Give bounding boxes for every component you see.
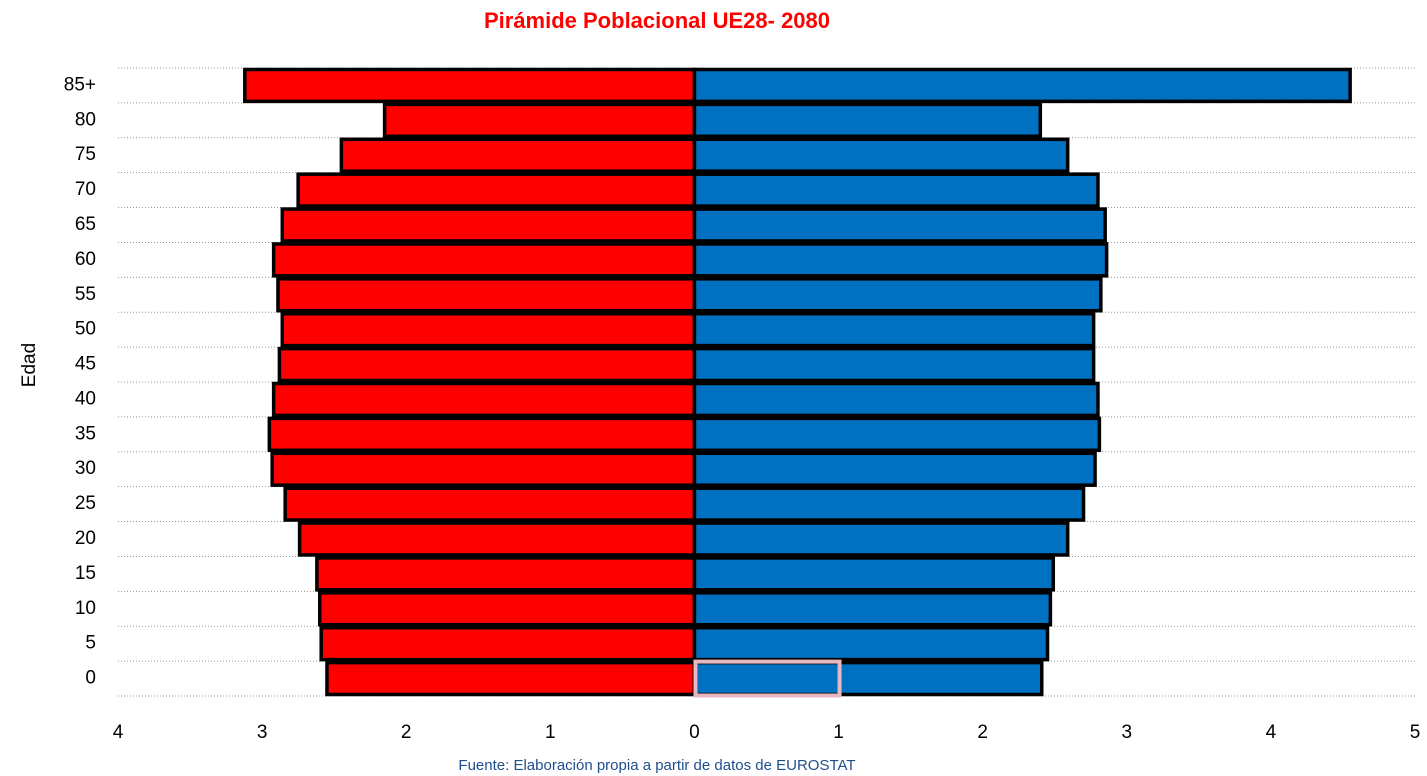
y-tick-label: 55	[75, 284, 96, 305]
x-tick-label: 2	[977, 722, 988, 743]
bar	[692, 242, 1109, 278]
bar	[280, 207, 697, 243]
chart-title: Pirámide Poblacional UE28- 2080	[484, 8, 830, 33]
bar	[267, 416, 697, 453]
x-tick-label: 5	[1410, 722, 1421, 743]
y-tick-label: 5	[85, 633, 96, 654]
y-tick-label: 30	[75, 458, 96, 479]
x-tick-label: 4	[1266, 722, 1277, 743]
bar	[297, 521, 697, 557]
bar	[692, 207, 1107, 243]
bar	[283, 486, 697, 522]
y-tick-label: 45	[75, 354, 96, 375]
selection-highlight	[693, 659, 842, 698]
bar	[339, 137, 697, 173]
x-tick-label: 0	[689, 722, 700, 743]
bar	[692, 102, 1043, 139]
bar	[296, 172, 697, 208]
bar	[692, 486, 1086, 522]
x-tick-label: 2	[401, 722, 412, 743]
bar	[692, 172, 1100, 208]
source-note: Fuente: Elaboración propia a partir de d…	[458, 757, 855, 774]
bar	[271, 242, 697, 278]
y-tick-label: 70	[75, 179, 96, 200]
bar	[692, 346, 1096, 383]
bar	[692, 416, 1102, 453]
bar	[277, 346, 697, 383]
bar	[315, 556, 697, 592]
bar	[692, 451, 1097, 487]
bar	[692, 311, 1096, 348]
bar	[325, 660, 697, 697]
y-tick-label: 65	[75, 214, 96, 235]
x-tick-label: 1	[545, 722, 556, 743]
y-tick-label: 0	[85, 668, 96, 689]
bar	[271, 381, 697, 418]
y-tick-label: 10	[75, 598, 96, 619]
y-tick-label: 15	[75, 563, 96, 584]
y-tick-label: 40	[75, 388, 96, 409]
bar	[382, 102, 697, 139]
bar	[692, 625, 1050, 662]
bar	[280, 311, 697, 348]
bar	[318, 591, 697, 627]
bar	[243, 67, 697, 104]
bar	[276, 277, 697, 313]
x-tick-label: 3	[1121, 722, 1132, 743]
bar	[692, 277, 1103, 313]
y-tick-label: 85+	[64, 74, 96, 95]
bar	[692, 67, 1352, 104]
y-tick-label: 20	[75, 528, 96, 549]
x-tick-label: 4	[113, 722, 124, 743]
y-tick-label: 35	[75, 423, 96, 444]
bar	[692, 521, 1070, 557]
y-tick-label: 60	[75, 249, 96, 270]
bar	[692, 556, 1056, 592]
bar	[692, 137, 1070, 173]
y-tick-label: 50	[75, 319, 96, 340]
y-tick-label: 80	[75, 109, 96, 130]
y-tick-label: 25	[75, 493, 96, 514]
y-axis-label: Edad	[19, 343, 40, 387]
bar	[692, 381, 1100, 418]
x-tick-label: 1	[833, 722, 844, 743]
bar	[692, 660, 1044, 697]
bar	[270, 451, 697, 487]
bar	[319, 625, 697, 662]
x-tick-label: 3	[257, 722, 268, 743]
y-tick-label: 75	[75, 144, 96, 165]
bar	[692, 591, 1053, 627]
